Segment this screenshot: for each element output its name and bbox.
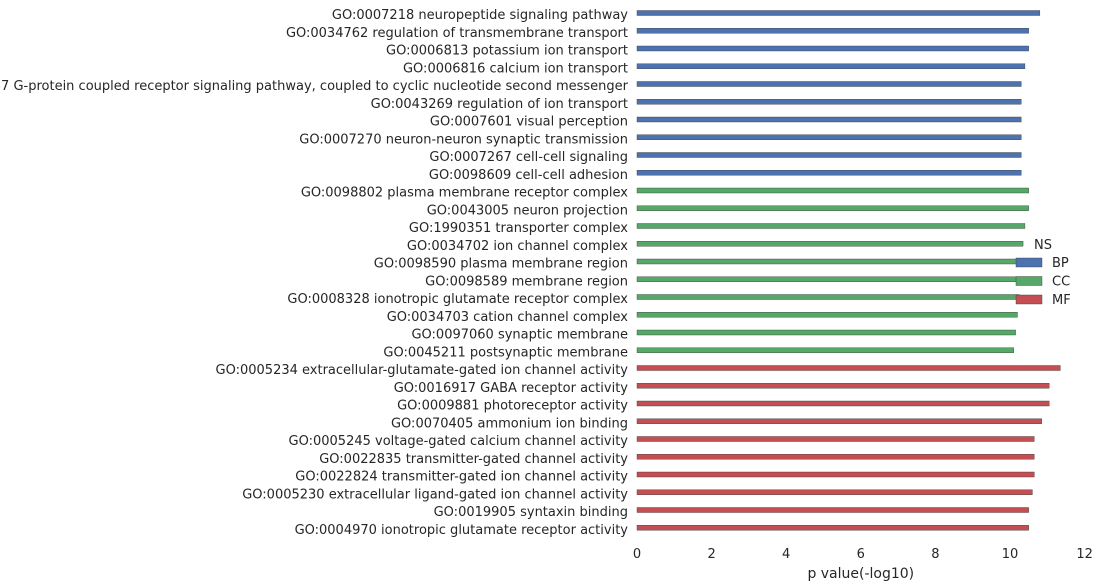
x-axis-title: p value(-log10)	[807, 566, 914, 582]
category-label: GO:0007267 cell-cell signaling	[429, 150, 628, 165]
x-tick-label: 2	[707, 547, 715, 562]
bar-cc-7	[636, 312, 1018, 318]
category-label: GO:0007218 neuropeptide signaling pathwa…	[332, 8, 628, 23]
category-labels: GO:0007218 neuropeptide signaling pathwa…	[0, 8, 629, 538]
category-label: GO:0007270 neuron-neuron synaptic transm…	[299, 132, 628, 147]
category-label: GO:0098589 membrane region	[425, 274, 628, 289]
category-label: GO:0022835 transmitter-gated channel act…	[319, 452, 628, 467]
category-label: GO:1990351 transporter complex	[409, 221, 628, 236]
category-label: GO:0043005 neuron projection	[427, 203, 628, 218]
category-label: GO:0009881 photoreceptor activity	[397, 399, 628, 414]
category-label: GO:0098802 plasma membrane receptor comp…	[301, 186, 628, 201]
legend-label-cc: CC	[1052, 275, 1070, 290]
category-label: GO:0016917 GABA receptor activity	[394, 381, 629, 396]
category-label: GO:0098590 plasma membrane region	[374, 257, 628, 272]
category-label: GO:0034703 cation channel complex	[387, 310, 629, 325]
legend-title: NS	[1034, 238, 1052, 253]
category-label: GO:0007187 G-protein coupled receptor si…	[0, 79, 629, 94]
bar-cc-6	[636, 294, 1020, 300]
legend-label-bp: BP	[1052, 256, 1069, 271]
legend-swatch-cc	[1015, 276, 1043, 286]
category-label: GO:0022824 transmitter-gated ion channel…	[295, 470, 628, 485]
category-label: GO:0098609 cell-cell adhesion	[429, 168, 628, 183]
category-label: GO:0005245 voltage-gated calcium channel…	[289, 434, 629, 449]
bar-cc-3	[636, 241, 1024, 247]
category-label: GO:0008328 ionotropic glutamate receptor…	[287, 292, 628, 307]
bar-bp-0	[636, 10, 1041, 16]
legend-swatch-mf	[1015, 294, 1043, 305]
x-tick-label: 6	[857, 547, 865, 562]
category-label: GO:0005234 extracellular-glutamate-gated…	[216, 363, 629, 378]
bar-bp-6	[636, 116, 1022, 123]
category-label: GO:0004970 ionotropic glutamate receptor…	[295, 523, 629, 538]
bar-bp-3	[636, 63, 1026, 69]
category-label: GO:0070405 ammonium ion binding	[391, 416, 628, 431]
x-tick-label: 4	[782, 547, 790, 562]
bar-bp-7	[636, 134, 1022, 140]
bar-cc-2	[636, 223, 1026, 229]
x-tick-label: 8	[931, 547, 939, 562]
bar-mf-7	[636, 489, 1033, 495]
bar-bp-5	[636, 99, 1022, 105]
bar-mf-0	[636, 365, 1061, 371]
x-tick-label: 0	[633, 547, 641, 562]
bar-bp-9	[636, 170, 1022, 176]
bar-cc-0	[636, 187, 1029, 194]
bar-bp-4	[636, 81, 1022, 87]
bar-group	[636, 10, 1061, 531]
category-label: GO:0043269 regulation of ion transport	[371, 97, 628, 112]
bar-cc-9	[636, 347, 1014, 353]
legend-label-mf: MF	[1052, 293, 1071, 308]
x-tick-label: 12	[1076, 547, 1093, 562]
x-tick-label: 10	[1002, 547, 1019, 562]
bar-mf-1	[636, 383, 1050, 389]
category-label: GO:0019905 syntaxin binding	[434, 505, 628, 520]
bar-cc-1	[636, 205, 1029, 211]
legend-swatch-bp	[1015, 257, 1043, 268]
bar-mf-4	[636, 436, 1035, 442]
bar-mf-8	[636, 507, 1029, 513]
bar-cc-8	[636, 329, 1016, 336]
bar-mf-6	[636, 471, 1035, 478]
bar-cc-5	[636, 276, 1022, 282]
bar-bp-1	[636, 28, 1029, 34]
category-label: GO:0045211 postsynaptic membrane	[383, 345, 628, 360]
category-label: GO:0097060 synaptic membrane	[411, 328, 628, 343]
bar-mf-9	[636, 525, 1029, 531]
bar-mf-2	[636, 400, 1050, 407]
bar-mf-5	[636, 454, 1035, 460]
bar-cc-4	[636, 258, 1022, 265]
category-label: GO:0006816 calcium ion transport	[403, 61, 628, 76]
category-label: GO:0006813 potassium ion transport	[386, 44, 628, 59]
category-label: GO:0007601 visual perception	[430, 115, 628, 130]
category-label: GO:0034762 regulation of transmembrane t…	[286, 26, 628, 41]
bar-bp-8	[636, 152, 1022, 158]
category-label: GO:0005230 extracellular ligand-gated io…	[242, 487, 628, 502]
category-label: GO:0034702 ion channel complex	[407, 239, 628, 254]
bar-bp-2	[636, 45, 1029, 52]
x-axis: 0 2 4 6 8 10 12	[633, 547, 1093, 562]
bar-mf-3	[636, 418, 1042, 424]
